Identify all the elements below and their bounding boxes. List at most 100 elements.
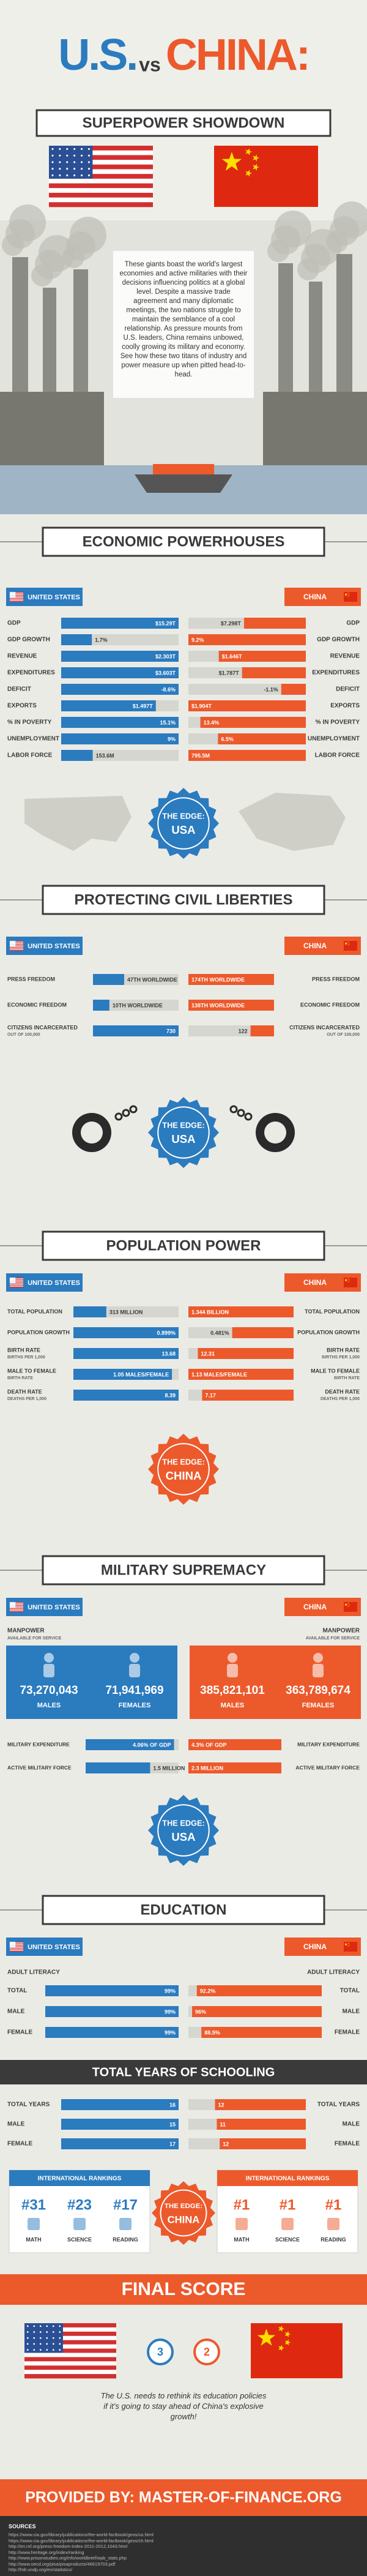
us-bar [61,2099,179,2110]
flag-stripe [10,1944,23,1946]
flag-stripe [24,2327,116,2332]
flag-star [10,596,12,597]
flag-star [12,942,14,943]
flag-field [214,146,318,207]
us-bar [93,1000,109,1011]
row-label: BIRTH RATE [7,1347,40,1353]
flag-star [9,1279,11,1281]
flag-star [14,944,16,946]
us-value: 99% [165,2009,176,2015]
flag-stripe [10,1609,23,1611]
star [344,1942,348,1946]
flag-star [11,1278,13,1280]
star [347,1945,349,1947]
flag-star [11,1281,13,1283]
flag-star [11,1601,13,1603]
flag-star [9,1601,11,1603]
row-label: TOTAL YEARS [317,2102,360,2108]
us-bar [45,2006,179,2017]
china-value: 7.17 [205,1392,216,1398]
china-bar [201,2027,322,2038]
china-value: 13.4% [204,719,220,725]
star [278,2345,284,2351]
row-label: POPULATION GROWTH [297,1329,360,1335]
banner-box [42,885,325,915]
rank-icon [119,2218,132,2230]
flag-stripe [49,197,153,203]
row-label: GDP [346,620,360,627]
flag-star [39,2343,42,2345]
flag-stripe [10,1284,23,1286]
flag-stripe [24,2344,116,2349]
flag-star [9,596,11,597]
star [284,2331,291,2338]
flag-star [51,168,54,170]
flag-star [59,161,61,163]
edge-winner: USA [171,823,195,836]
flag-star [52,2331,54,2333]
edge-label: THE EDGE: [162,811,204,820]
flag-star [13,1945,15,1947]
factory-left [0,392,104,465]
flag-stripe [10,946,23,948]
china-bar [217,2119,306,2130]
manpower-value: 385,821,101 [200,1684,265,1697]
us-value: 1.5 MILLION [153,1765,185,1771]
flag-stripe [49,146,153,151]
flag-stripe [24,2340,116,2345]
section-title: MILITARY SUPREMACY [101,1562,266,1578]
flag-stripe [10,596,23,597]
flag-star [14,945,16,946]
flag-stripe [10,943,23,945]
flag-star [66,148,69,150]
edge-label: THE EDGE: [162,1818,204,1827]
flag-star [9,594,11,596]
flag-stripe [10,945,23,946]
flag-star [13,591,15,593]
flag-stripe [10,1285,23,1286]
flag-stripe [10,599,23,600]
title-china: CHINA: [166,31,309,80]
flag-star [10,945,12,946]
flag-star [73,161,76,163]
china-bar [250,1025,274,1036]
china-value: $1.646T [222,653,243,659]
edge-ring [157,1443,210,1496]
flag-star [9,945,11,946]
smoke [275,211,311,247]
flag-star [51,174,54,177]
flag-star [11,944,13,946]
flag-star [11,1941,13,1943]
row-label: MALE [7,2121,25,2128]
star [349,943,350,945]
manpower-box [190,1646,361,1719]
china-value: 12.31 [201,1350,215,1357]
flag-star [9,1944,11,1945]
row-label: CITIZENS INCARCERATED [7,1024,78,1030]
us-bar [73,1348,179,1359]
flag-field [344,1602,357,1612]
flag-star [11,1606,13,1608]
flag-star [14,1281,16,1282]
flag-stripe [10,1942,23,1943]
star [349,1944,350,1946]
flag-star [12,591,14,593]
star [349,1603,350,1605]
us-score-ring [147,2338,174,2365]
edge-winner: USA [171,1133,195,1145]
china-bar [188,1739,281,1750]
flag-star [12,595,14,597]
flag-star [10,1603,12,1604]
chain [114,1112,123,1121]
flag-star [10,1604,12,1606]
china-value: 92.2% [200,1988,216,1994]
banner-box [42,1895,325,1925]
china-value: 12 [218,2102,224,2108]
flag-star [10,1281,12,1283]
us-bar [61,733,179,744]
person-body [313,1664,324,1677]
us-value: $2.303T [155,653,176,659]
flag-stripe [10,946,23,948]
flag-star [13,1281,15,1283]
